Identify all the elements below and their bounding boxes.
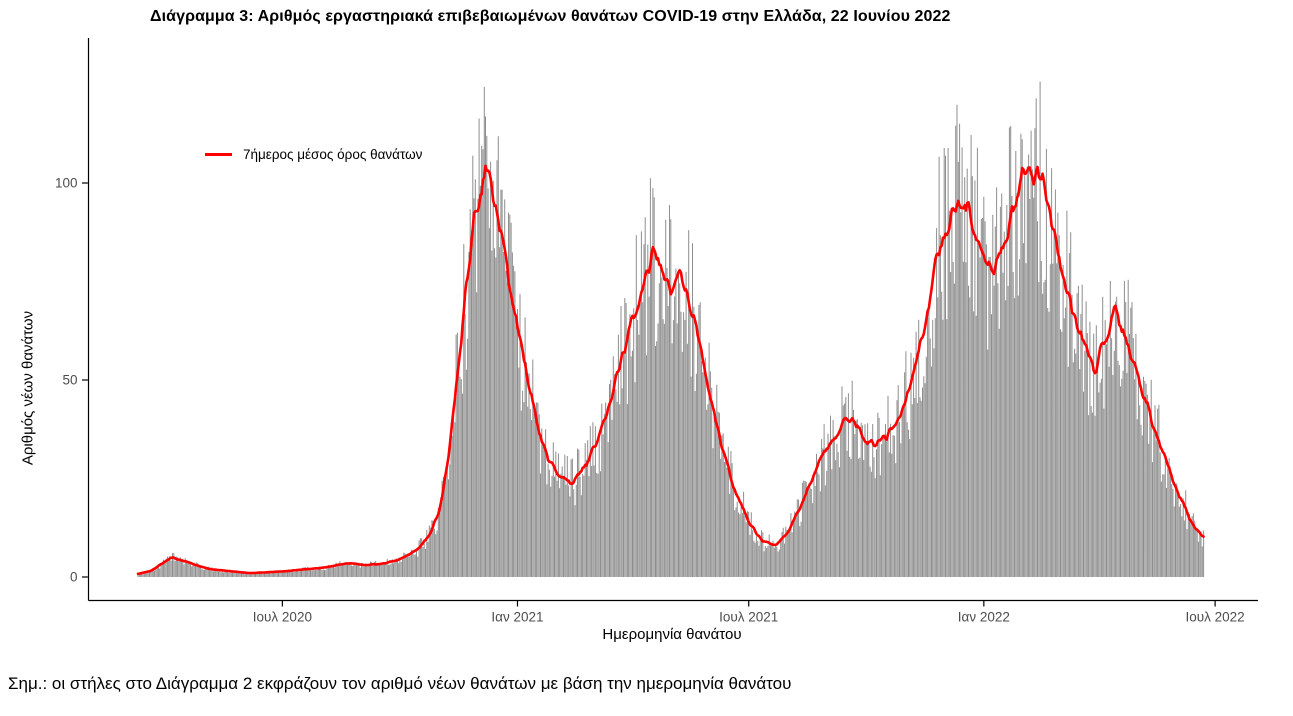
footnote: Σημ.: οι στήλες στο Διάγραμμα 2 εκφράζου… [8, 674, 792, 693]
legend: 7ήμερος μέσος όρος θανάτων [205, 147, 422, 162]
legend-line-swatch [205, 153, 232, 156]
svg-text:100: 100 [55, 176, 78, 191]
legend-label: 7ήμερος μέσος όρος θανάτων [243, 147, 423, 162]
svg-text:Ιαν 2021: Ιαν 2021 [491, 610, 543, 625]
svg-text:Ιουλ 2022: Ιουλ 2022 [1186, 610, 1245, 625]
chart-title: Διάγραμμα 3: Αριθμός εργαστηριακά επιβεβ… [150, 8, 951, 25]
svg-text:50: 50 [62, 373, 77, 388]
y-axis-label: Αριθμός νέων θανάτων [19, 310, 37, 466]
svg-text:0: 0 [70, 570, 78, 585]
svg-text:Ιαν 2022: Ιαν 2022 [958, 610, 1010, 625]
chart-canvas: 0 50 100 Ιουλ 2020 Ιαν 2021 Ιουλ 2021 Ιαν 2022… [55, 38, 1258, 625]
svg-text:Ιουλ 2020: Ιουλ 2020 [253, 610, 312, 625]
x-axis-label: Ημερομηνία θανάτου [602, 626, 742, 643]
svg-text:Ιουλ 2021: Ιουλ 2021 [719, 610, 778, 625]
